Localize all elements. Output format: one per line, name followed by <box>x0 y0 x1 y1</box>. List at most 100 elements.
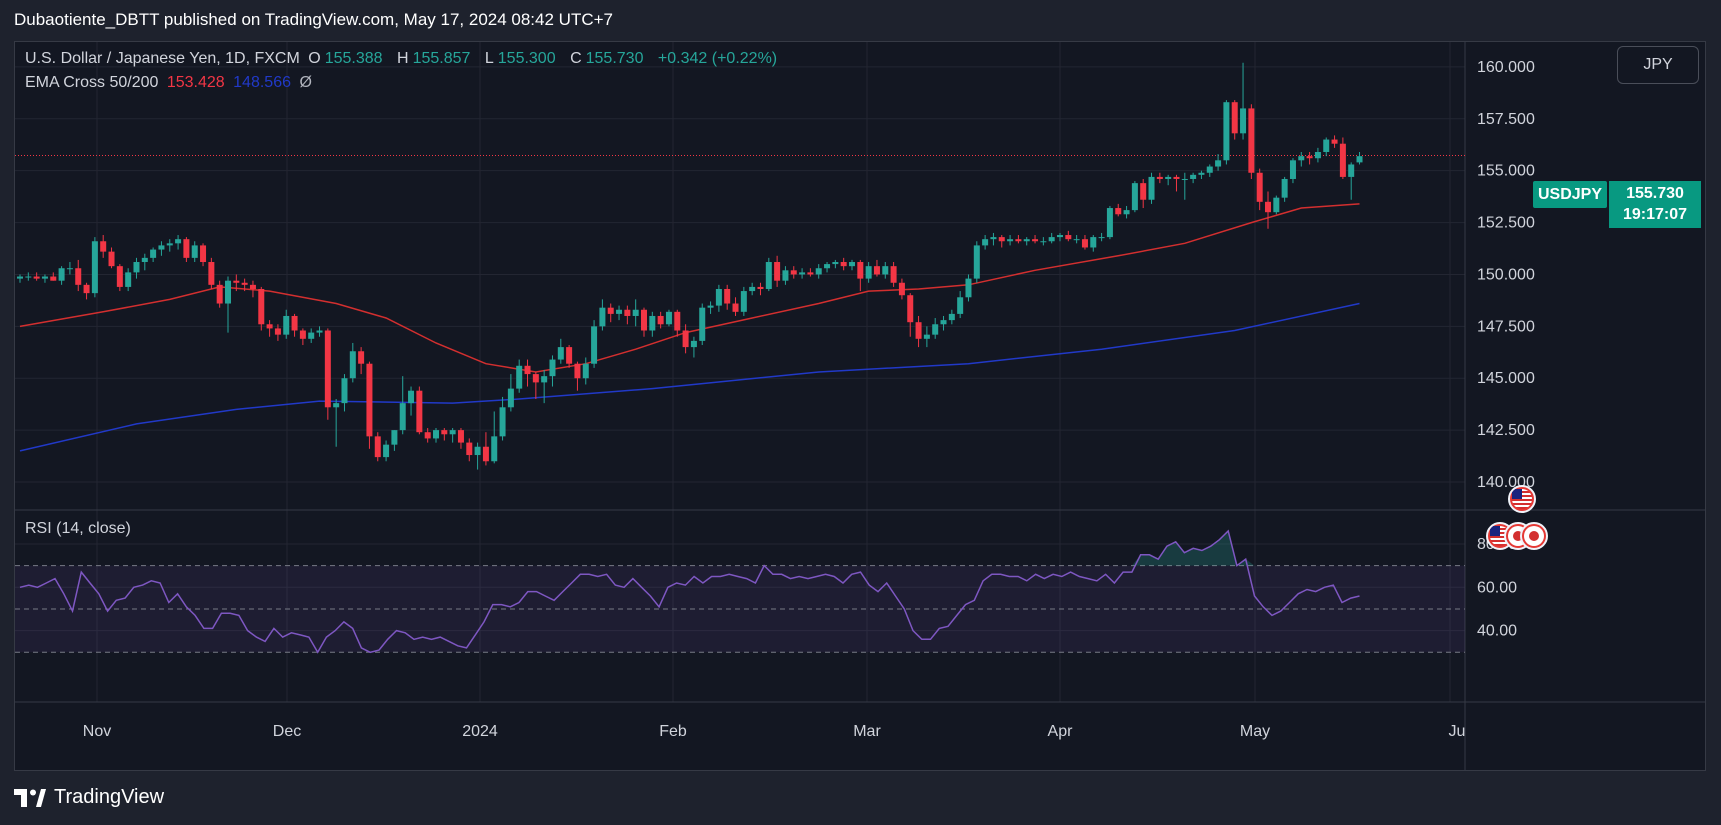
candle-body <box>158 245 165 250</box>
price-axis-label: 150.000 <box>1477 266 1535 283</box>
candle-body <box>299 330 306 339</box>
candle-body <box>1023 239 1030 242</box>
hide-indicator-icon[interactable]: Ø <box>299 74 312 91</box>
candle-body <box>1256 172 1263 202</box>
ema200-line <box>19 302 1360 452</box>
candle-body <box>1206 166 1213 173</box>
candle-body <box>1156 176 1163 179</box>
symbol-description[interactable]: U.S. Dollar / Japanese Yen, 1D, FXCM <box>25 50 300 67</box>
candle-body <box>815 268 822 275</box>
candle-body <box>732 303 739 312</box>
candle-body <box>116 266 123 287</box>
candle-body <box>740 291 747 312</box>
candle-body <box>865 266 872 279</box>
candle-body <box>840 262 847 267</box>
candle-body <box>965 278 972 298</box>
footer: TradingView <box>14 786 164 809</box>
candle-body <box>765 262 772 289</box>
currency-button[interactable]: JPY <box>1617 46 1699 84</box>
candle-body <box>266 324 273 329</box>
candle-body <box>1090 237 1097 248</box>
jp-flag-icon[interactable] <box>1520 522 1548 550</box>
candle-body <box>1223 102 1230 161</box>
candle-body <box>849 262 855 267</box>
candle-body <box>225 280 231 304</box>
candle-body <box>208 262 215 285</box>
time-axis-label: May <box>1240 723 1270 740</box>
ema-legend[interactable]: EMA Cross 50/200 153.428 148.566 Ø <box>25 74 316 92</box>
candle-body <box>948 313 955 321</box>
candle-body <box>308 332 315 339</box>
candle-body <box>1048 237 1055 242</box>
candle-body <box>1215 160 1222 167</box>
candle-body <box>1032 239 1039 242</box>
candle-body <box>1265 201 1271 213</box>
candle-body <box>466 442 473 456</box>
candle-body <box>424 432 431 439</box>
candle-body <box>915 322 922 339</box>
candle-body <box>1015 239 1022 242</box>
candle-body <box>33 276 40 279</box>
candle-body <box>1306 156 1313 159</box>
candle-body <box>591 326 598 364</box>
candle-body <box>682 330 689 348</box>
candle-body <box>125 272 132 287</box>
candle-body <box>1190 174 1197 179</box>
candle-body <box>532 374 539 383</box>
candle-body <box>1273 197 1280 213</box>
candle-body <box>491 436 498 462</box>
candle-body <box>757 286 764 289</box>
rsi-legend[interactable]: RSI (14, close) <box>25 520 135 538</box>
candle-body <box>990 237 997 240</box>
candle-body <box>782 270 789 281</box>
candle-body <box>108 251 115 267</box>
candle-body <box>358 351 365 364</box>
candle-body <box>1356 156 1363 163</box>
candle-body <box>1323 139 1330 153</box>
candle-body <box>923 334 930 339</box>
candle-body <box>1248 108 1255 173</box>
candle-body <box>175 239 182 244</box>
time-axis-label: Feb <box>659 723 687 740</box>
candle-body <box>857 262 864 279</box>
candle-body <box>441 430 448 435</box>
candle-body <box>499 407 506 437</box>
price-chart-canvas[interactable]: 160.000 157.500 155.000 152.500 150.000 147.5… <box>15 42 1705 770</box>
symbol-price-tag: USDJPY <box>1533 181 1607 208</box>
candle-body <box>374 436 381 458</box>
candle-body <box>699 307 706 341</box>
candle-body <box>1331 139 1338 144</box>
candle-body <box>898 282 905 296</box>
candle-body <box>133 262 140 273</box>
open-label: O <box>308 50 321 67</box>
footer-brand[interactable]: TradingView <box>54 786 165 808</box>
high-label: H <box>397 50 409 67</box>
candle-body <box>557 347 564 360</box>
candle-body <box>333 403 340 408</box>
candle-body <box>566 347 573 364</box>
candle-body <box>25 276 32 278</box>
rsi-overbought-fill <box>1131 531 1237 566</box>
candle-body <box>1165 176 1172 179</box>
candle-body <box>541 376 548 383</box>
candle-body <box>982 239 989 246</box>
chart-panel[interactable]: 160.000 157.500 155.000 152.500 150.000 147.5… <box>14 41 1706 771</box>
candle-body <box>824 264 831 269</box>
candle-body <box>482 446 489 462</box>
candle-body <box>1073 239 1080 241</box>
price-axis-label: 157.500 <box>1477 111 1535 128</box>
ema50-value: 153.428 <box>166 74 225 91</box>
candle-body <box>66 268 73 270</box>
candle-body <box>665 311 672 325</box>
candle-body <box>932 324 939 335</box>
candle-body <box>474 446 481 456</box>
us-flag-icon[interactable] <box>1508 485 1536 513</box>
candle-body <box>200 245 207 263</box>
candle-body <box>41 276 48 279</box>
ema-title[interactable]: EMA Cross 50/200 <box>25 74 159 91</box>
candle-body <box>1173 176 1180 179</box>
candle-body <box>1123 210 1130 215</box>
rsi-title[interactable]: RSI (14, close) <box>25 520 131 537</box>
candle-body <box>449 430 456 435</box>
candle-body <box>150 249 157 258</box>
